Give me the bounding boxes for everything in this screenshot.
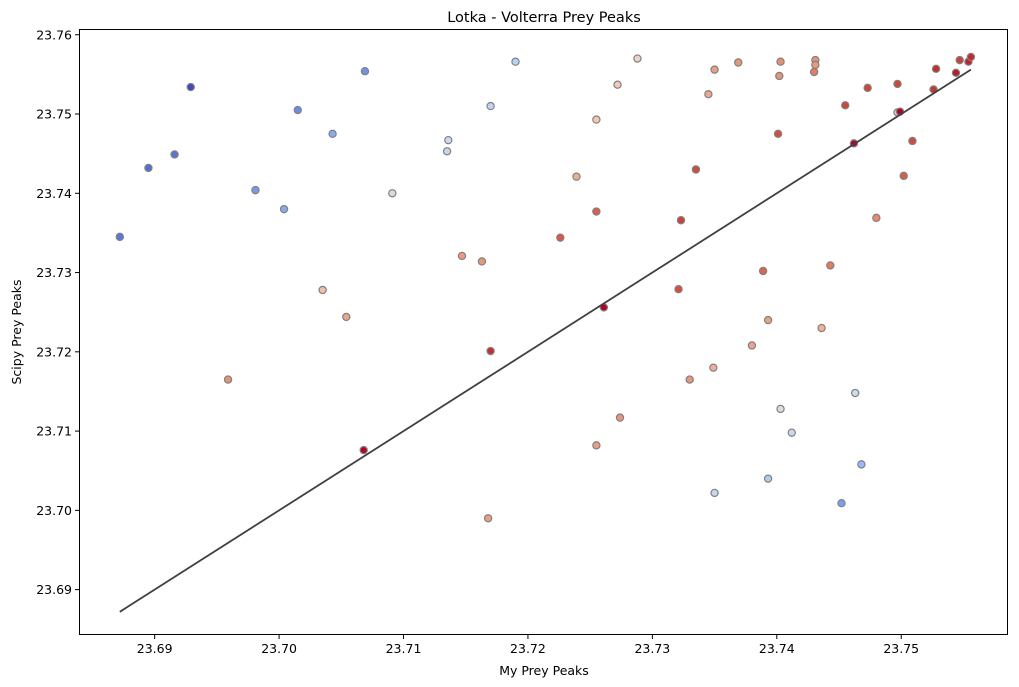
scatter-point (776, 57, 785, 66)
scatter-point (951, 68, 961, 78)
scatter-point (342, 312, 351, 322)
scatter-point (841, 101, 850, 110)
scatter-point (170, 150, 179, 159)
x-axis-label: My Prey Peaks (499, 663, 589, 678)
scatter-point (817, 323, 826, 333)
scatter-point (758, 266, 768, 276)
scatter-point (966, 52, 976, 62)
scatter-point (592, 207, 601, 216)
scatter-point (223, 375, 233, 384)
scatter-point (837, 499, 846, 508)
scatter-point (857, 460, 866, 469)
scatter-point (863, 83, 872, 93)
plot-marks (115, 52, 976, 613)
x-tick-label: 23.75 (883, 641, 919, 656)
scatter-point (115, 232, 125, 242)
y-axis-label: Scipy Prey Peaks (9, 279, 24, 384)
scatter-point (676, 216, 686, 225)
scatter-point (615, 413, 625, 422)
scatter-point (899, 171, 908, 181)
x-tick-label: 23.70 (261, 641, 297, 656)
scatter-point (444, 135, 453, 145)
scatter-point (388, 189, 397, 198)
scatter-point (763, 474, 773, 483)
y-tick-label: 23.69 (36, 582, 72, 597)
scatter-point (186, 82, 195, 92)
scatter-point (691, 165, 701, 174)
scatter-point (893, 79, 902, 89)
scatter-point (633, 54, 642, 63)
scatter-point (144, 163, 153, 173)
x-axis: 23.69 23.70 23.71 23.72 23.73 23.74 23.75 (137, 634, 919, 656)
y-tick-label: 23.76 (36, 27, 72, 42)
scatter-point (809, 67, 819, 77)
scatter-point (908, 136, 917, 146)
scatter-point (556, 233, 565, 242)
scatter-point (592, 115, 601, 124)
x-tick-label: 23.74 (759, 641, 795, 656)
x-tick-label: 23.71 (386, 641, 422, 656)
y-axis: 23.69 23.70 23.71 23.72 23.73 23.74 23.75 23.76 (36, 27, 80, 597)
y-tick-label: 23.73 (36, 265, 72, 280)
x-tick-label: 23.72 (510, 641, 546, 656)
scatter-point (773, 129, 783, 139)
scatter-point (955, 55, 964, 65)
scatter-point (318, 285, 327, 295)
scatter-point (293, 105, 302, 115)
scatter-point (572, 172, 581, 181)
plot-frame (79, 29, 1008, 635)
y-tick-label: 23.70 (36, 503, 72, 518)
scatter-point (486, 101, 495, 111)
scatter-point (483, 514, 493, 523)
y-tick-label: 23.74 (36, 186, 72, 201)
scatter-point (613, 80, 622, 89)
y-tick-label: 23.71 (36, 424, 72, 439)
chart-title: Lotka - Volterra Prey Peaks (447, 10, 641, 26)
y-tick-label: 23.75 (36, 107, 72, 122)
scatter-point (279, 204, 289, 214)
scatter-point (763, 315, 773, 325)
scatter-point (511, 57, 520, 66)
scatter-point (710, 488, 719, 498)
y-tick-label: 23.72 (36, 344, 72, 359)
x-tick-label: 23.69 (137, 641, 173, 656)
scatter-point (872, 213, 881, 223)
scatter-point (704, 89, 713, 99)
scatter-point (710, 65, 719, 74)
scatter-point (787, 428, 796, 437)
scatter-point (776, 404, 785, 414)
scatter-point (486, 346, 495, 356)
scatter-point (359, 445, 368, 455)
scatter-point (851, 388, 860, 398)
reference-line (119, 68, 972, 613)
scatter-point (251, 185, 260, 195)
scatter-point (734, 58, 743, 67)
x-tick-label: 23.73 (634, 641, 670, 656)
scatter-point (811, 60, 820, 70)
scatter-point (709, 363, 718, 372)
scatter-point (685, 375, 694, 384)
scatter-point (457, 251, 467, 261)
scatter-point (592, 441, 601, 450)
scatter-point (442, 147, 452, 156)
scatter-point (674, 285, 683, 294)
scatter-point (328, 129, 337, 139)
scatter-point (747, 341, 757, 350)
scatter-point (477, 257, 487, 266)
scatter-point (826, 261, 835, 270)
scatter-point (360, 67, 370, 76)
scatter-point (931, 64, 941, 74)
scatter-point (775, 71, 784, 81)
